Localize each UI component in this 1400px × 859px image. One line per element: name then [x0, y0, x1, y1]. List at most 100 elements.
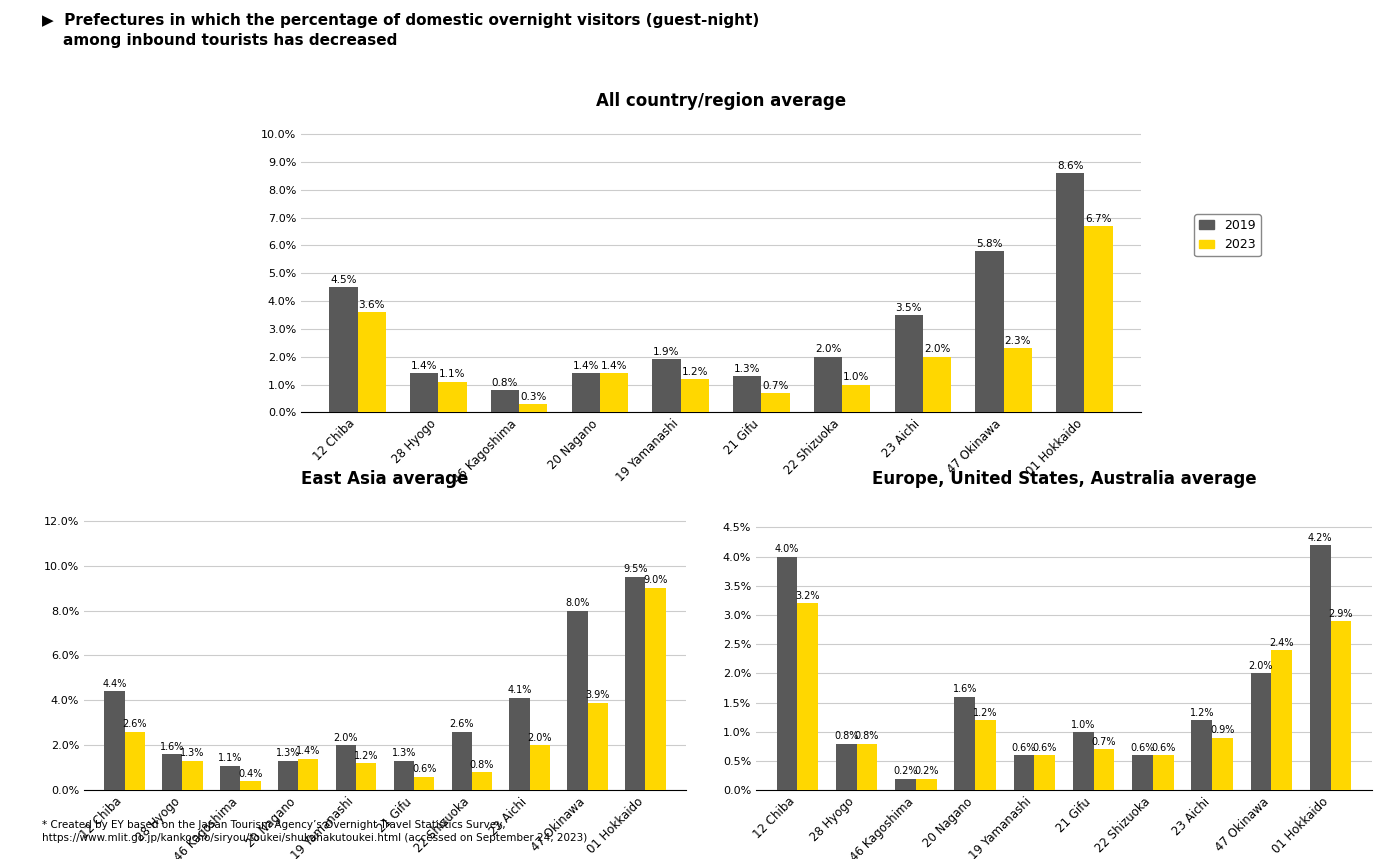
Text: 0.7%: 0.7%	[1092, 737, 1116, 747]
Bar	[393, 761, 414, 790]
Bar	[452, 732, 472, 790]
Text: 2.0%: 2.0%	[815, 344, 841, 355]
Bar	[588, 703, 608, 790]
Text: 1.1%: 1.1%	[440, 369, 466, 380]
Bar	[125, 732, 144, 790]
Text: 0.9%: 0.9%	[1210, 725, 1235, 735]
Bar	[1271, 650, 1292, 790]
Text: https://www.mlit.go.jp/kankocho/siryou/toukei/shukuhakutoukei.html (accessed on : https://www.mlit.go.jp/kankocho/siryou/t…	[42, 833, 587, 844]
Bar	[1072, 732, 1093, 790]
Bar	[1152, 755, 1173, 790]
Text: 1.0%: 1.0%	[1071, 720, 1095, 729]
Text: 1.6%: 1.6%	[160, 741, 185, 752]
Text: 1.3%: 1.3%	[276, 748, 300, 758]
Bar	[414, 777, 434, 790]
Text: 1.3%: 1.3%	[392, 748, 416, 758]
Bar	[652, 359, 680, 412]
Text: 0.6%: 0.6%	[1012, 743, 1036, 752]
Bar	[916, 778, 937, 790]
Bar	[836, 744, 857, 790]
Bar	[220, 765, 241, 790]
Text: 0.2%: 0.2%	[893, 766, 918, 777]
Text: 4.1%: 4.1%	[507, 685, 532, 696]
Bar	[1085, 226, 1113, 412]
Text: 0.6%: 0.6%	[1130, 743, 1155, 752]
Bar	[813, 356, 843, 412]
Bar	[1014, 755, 1035, 790]
Text: 8.0%: 8.0%	[566, 598, 589, 608]
Text: 4.2%: 4.2%	[1308, 533, 1333, 543]
Text: 4.5%: 4.5%	[330, 275, 357, 285]
Bar	[162, 754, 182, 790]
Bar	[567, 611, 588, 790]
Bar	[1093, 749, 1114, 790]
Bar	[104, 691, 125, 790]
Bar	[1310, 545, 1330, 790]
Text: 1.4%: 1.4%	[297, 746, 321, 756]
Bar	[182, 761, 203, 790]
Bar	[1004, 349, 1032, 412]
Bar	[843, 385, 871, 412]
Bar	[571, 374, 599, 412]
Legend: 2019, 2023: 2019, 2023	[1194, 214, 1261, 256]
Text: 2.6%: 2.6%	[449, 719, 475, 729]
Text: 9.5%: 9.5%	[623, 564, 648, 574]
Text: among inbound tourists has decreased: among inbound tourists has decreased	[42, 33, 398, 47]
Text: 2.0%: 2.0%	[1249, 661, 1273, 671]
Bar	[857, 744, 878, 790]
Bar	[510, 698, 529, 790]
Text: 1.1%: 1.1%	[218, 752, 242, 763]
Text: 2.0%: 2.0%	[924, 344, 951, 355]
Title: East Asia average: East Asia average	[301, 471, 469, 488]
Text: 2.4%: 2.4%	[1270, 637, 1294, 648]
Text: 3.9%: 3.9%	[585, 690, 610, 700]
Bar	[329, 287, 357, 412]
Text: 1.9%: 1.9%	[654, 347, 680, 357]
Text: 3.2%: 3.2%	[795, 591, 820, 601]
Text: 1.2%: 1.2%	[682, 367, 708, 377]
Text: 0.6%: 0.6%	[1033, 743, 1057, 752]
Text: 2.3%: 2.3%	[1005, 336, 1030, 346]
Text: 0.7%: 0.7%	[763, 381, 788, 391]
Text: 6.7%: 6.7%	[1085, 214, 1112, 223]
Bar	[976, 720, 995, 790]
Text: 0.2%: 0.2%	[914, 766, 938, 777]
Text: 1.2%: 1.2%	[973, 708, 998, 718]
Text: 9.0%: 9.0%	[644, 576, 668, 585]
Bar	[519, 404, 547, 412]
Text: 2.9%: 2.9%	[1329, 608, 1354, 618]
Text: 8.6%: 8.6%	[1057, 161, 1084, 171]
Text: 5.8%: 5.8%	[976, 239, 1002, 249]
Bar	[1212, 738, 1233, 790]
Text: 1.4%: 1.4%	[601, 361, 627, 371]
Text: 0.4%: 0.4%	[238, 769, 263, 778]
Bar	[955, 697, 976, 790]
Bar	[895, 315, 923, 412]
Bar	[410, 374, 438, 412]
Bar	[645, 588, 666, 790]
Bar	[1056, 174, 1085, 412]
Text: 4.4%: 4.4%	[102, 679, 126, 689]
Bar	[976, 251, 1004, 412]
Bar	[1250, 673, 1271, 790]
Bar	[923, 356, 951, 412]
Bar	[777, 557, 798, 790]
Text: 0.3%: 0.3%	[519, 392, 546, 402]
Text: 2.0%: 2.0%	[333, 733, 358, 743]
Text: 0.6%: 0.6%	[1151, 743, 1176, 752]
Text: 1.2%: 1.2%	[1190, 708, 1214, 718]
Text: * Created by EY based on the Japan Tourism Agency’s Overnight Travel Statistics : * Created by EY based on the Japan Touri…	[42, 820, 505, 831]
Bar	[357, 312, 386, 412]
Title: All country/region average: All country/region average	[596, 93, 846, 110]
Bar	[762, 393, 790, 412]
Bar	[626, 577, 645, 790]
Text: 3.6%: 3.6%	[358, 300, 385, 310]
Bar	[1191, 720, 1212, 790]
Text: ▶  Prefectures in which the percentage of domestic overnight visitors (guest-nig: ▶ Prefectures in which the percentage of…	[42, 13, 759, 27]
Text: 0.8%: 0.8%	[491, 378, 518, 388]
Text: 1.4%: 1.4%	[412, 361, 437, 371]
Text: 1.4%: 1.4%	[573, 361, 599, 371]
Bar	[336, 746, 356, 790]
Text: 1.0%: 1.0%	[843, 372, 869, 382]
Bar	[438, 381, 466, 412]
